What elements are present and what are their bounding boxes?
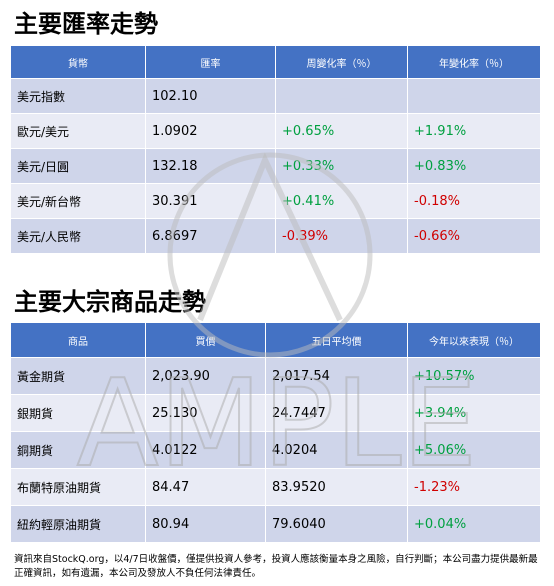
table-row: 黃金期貨 2,023.90 2,017.54 +10.57%: [10, 357, 541, 395]
row-label: 美元/日圓: [10, 148, 146, 184]
value-cell: -0.39%: [275, 218, 408, 254]
row-label: 美元/新台幣: [10, 183, 146, 219]
row-label: 美元/人民幣: [10, 218, 146, 254]
value-cell: -0.18%: [407, 183, 541, 219]
value-cell: [407, 78, 541, 114]
value-cell: +3.94%: [407, 394, 541, 432]
header-cell: 周變化率（％）: [275, 45, 408, 79]
row-label: 銀期貨: [10, 394, 146, 432]
header-cell: 今年以來表現（％）: [407, 322, 541, 358]
value-cell: 132.18: [145, 148, 276, 184]
commodity-table: 商品 買價 五日平均價 今年以來表現（％） 黃金期貨 2,023.90 2,017.54 +1…: [10, 322, 541, 543]
value-cell: +10.57%: [407, 357, 541, 395]
header-row: 貨幣 匯率 周變化率（％） 年變化率（％）: [10, 45, 541, 79]
table-row: 銅期貨 4.0122 4.0204 +5.06%: [10, 431, 541, 469]
row-label: 銅期貨: [10, 431, 146, 469]
value-cell: 2,017.54: [265, 357, 408, 395]
value-cell: +0.41%: [275, 183, 408, 219]
value-cell: +5.06%: [407, 431, 541, 469]
table-row: 銀期貨 25.130 24.7447 +3.94%: [10, 394, 541, 432]
value-cell: 24.7447: [265, 394, 408, 432]
table-row: 美元指數 102.10: [10, 78, 541, 114]
value-cell: 79.6040: [265, 505, 408, 543]
value-cell: 6.8697: [145, 218, 276, 254]
header-row: 商品 買價 五日平均價 今年以來表現（％）: [10, 322, 541, 358]
row-label: 紐約輕原油期貨: [10, 505, 146, 543]
value-cell: [275, 78, 408, 114]
value-cell: +0.33%: [275, 148, 408, 184]
value-cell: 84.47: [145, 468, 266, 506]
table-row: 美元/人民幣 6.8697 -0.39% -0.66%: [10, 218, 541, 254]
value-cell: 2,023.90: [145, 357, 266, 395]
fx-table: 貨幣 匯率 周變化率（％） 年變化率（％） 美元指數 102.10 歐元/美元 1.0902 +…: [10, 45, 541, 254]
table-row: 美元/新台幣 30.391 +0.41% -0.18%: [10, 183, 541, 219]
value-cell: +0.65%: [275, 113, 408, 149]
value-cell: 4.0122: [145, 431, 266, 469]
value-cell: 102.10: [145, 78, 276, 114]
table-row: 美元/日圓 132.18 +0.33% +0.83%: [10, 148, 541, 184]
title: 主要大宗商品走勢: [14, 288, 206, 316]
header-cell: 年變化率（％）: [407, 45, 541, 79]
value-cell: 80.94: [145, 505, 266, 543]
header-cell: 買價: [145, 322, 266, 358]
footer-note: 資訊來自StockQ.org，以4/7日收盤價，僅提供投資人參考，投資人應該衡量…: [14, 554, 538, 579]
header-cell: 貨幣: [10, 45, 146, 79]
value-cell: +1.91%: [407, 113, 541, 149]
value-cell: 25.130: [145, 394, 266, 432]
value-cell: 4.0204: [265, 431, 408, 469]
header-cell: 匯率: [145, 45, 276, 79]
value-cell: +0.83%: [407, 148, 541, 184]
value-cell: 1.0902: [145, 113, 276, 149]
row-label: 布蘭特原油期貨: [10, 468, 146, 506]
value-cell: 83.9520: [265, 468, 408, 506]
header-cell: 商品: [10, 322, 146, 358]
value-cell: 30.391: [145, 183, 276, 219]
table-row: 布蘭特原油期貨 84.47 83.9520 -1.23%: [10, 468, 541, 506]
row-label: 歐元/美元: [10, 113, 146, 149]
row-label: 美元指數: [10, 78, 146, 114]
title: 主要匯率走勢: [14, 10, 158, 38]
value-cell: -1.23%: [407, 468, 541, 506]
header-cell: 五日平均價: [265, 322, 408, 358]
value-cell: +0.04%: [407, 505, 541, 543]
table-row: 紐約輕原油期貨 80.94 79.6040 +0.04%: [10, 505, 541, 543]
row-label: 黃金期貨: [10, 357, 146, 395]
table-row: 歐元/美元 1.0902 +0.65% +1.91%: [10, 113, 541, 149]
value-cell: -0.66%: [407, 218, 541, 254]
